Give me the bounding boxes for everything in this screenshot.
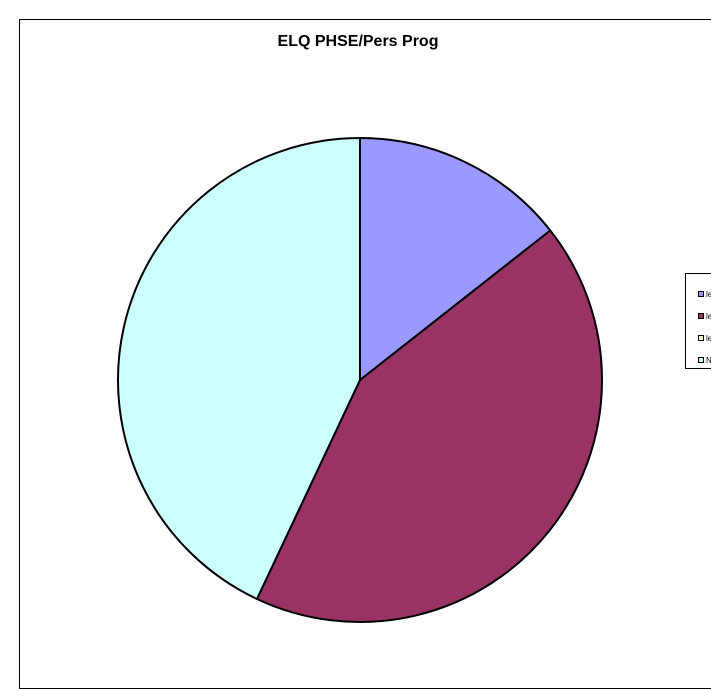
legend-label: le bbox=[706, 311, 711, 321]
pie-slice bbox=[255, 229, 603, 623]
pie-slice bbox=[359, 137, 552, 381]
legend-swatch bbox=[698, 357, 704, 363]
legend-label: N bbox=[706, 355, 711, 365]
legend-swatch bbox=[698, 313, 704, 319]
legend-label: le bbox=[706, 333, 711, 343]
legend-item: le bbox=[698, 289, 711, 299]
legend-label: le bbox=[706, 289, 711, 299]
pie-slice bbox=[117, 137, 361, 600]
legend-item: le bbox=[698, 311, 711, 321]
legend-swatch bbox=[698, 335, 704, 341]
chart-title: ELQ PHSE/Pers Prog bbox=[277, 33, 439, 50]
legend-item: N bbox=[698, 355, 711, 365]
legend-swatch bbox=[698, 291, 704, 297]
legend: le le le N bbox=[685, 273, 711, 369]
legend-item: le bbox=[698, 333, 711, 343]
